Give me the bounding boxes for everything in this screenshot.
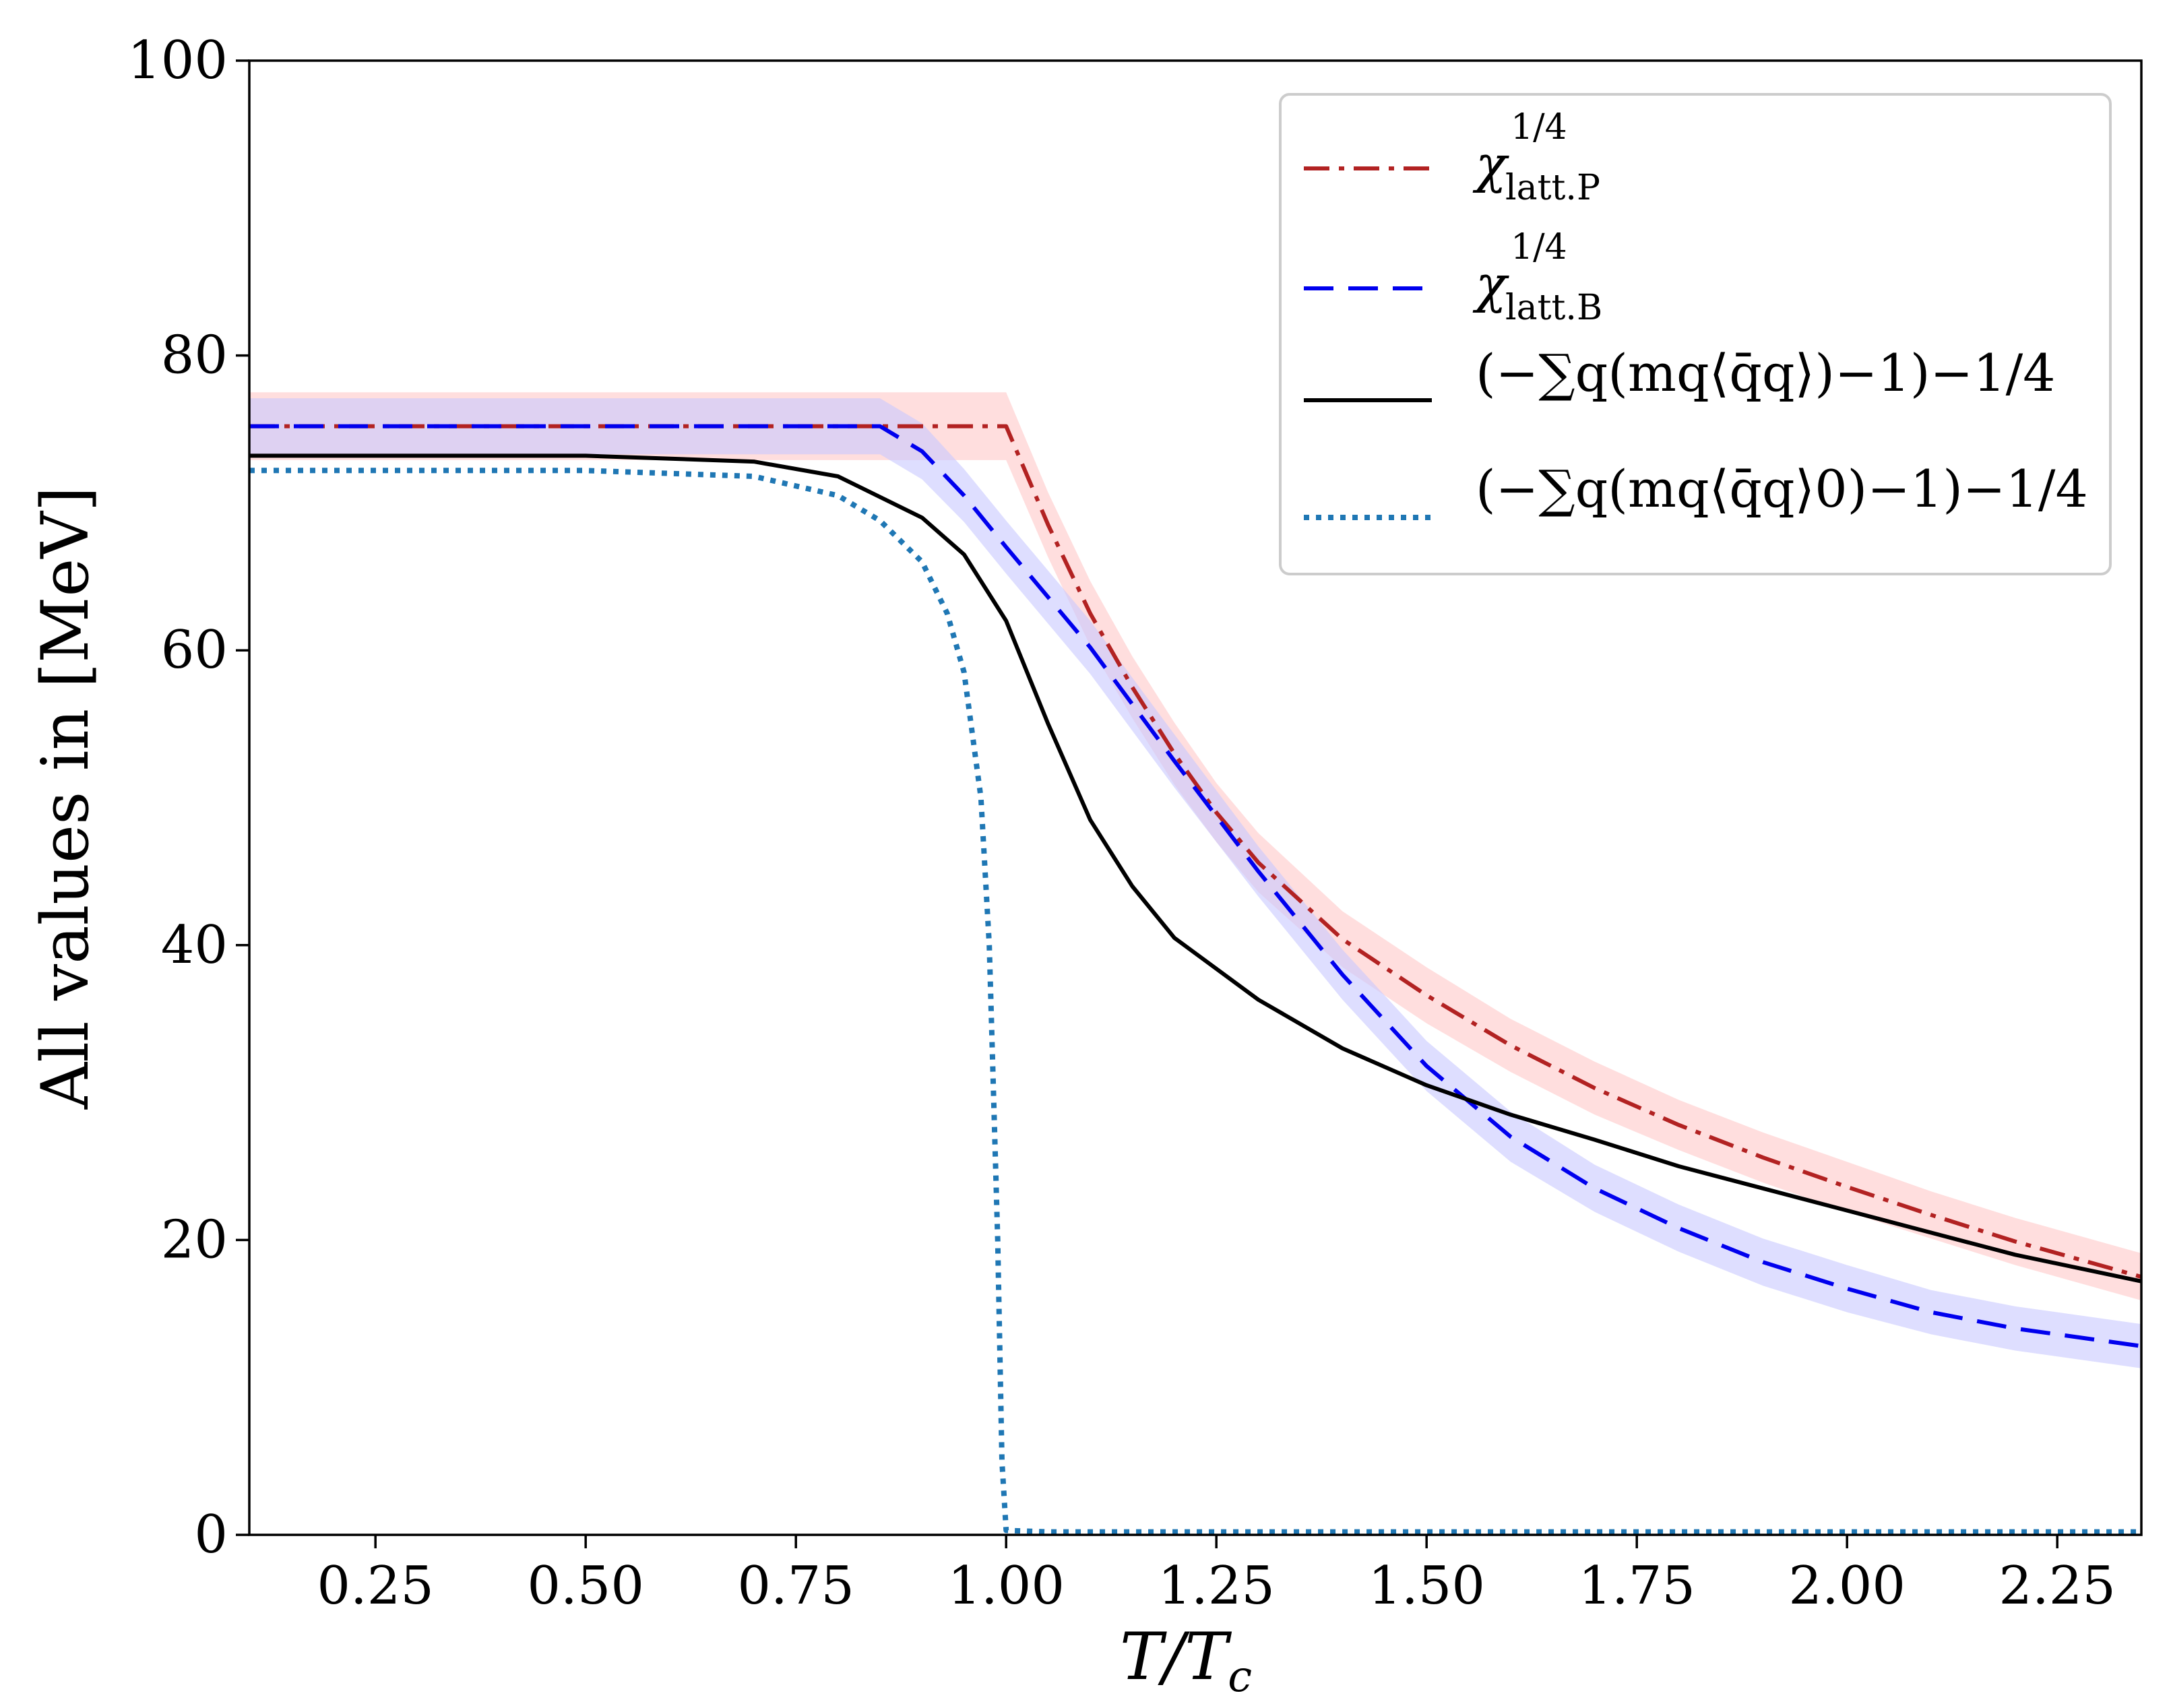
legend-label-chi-latt-b: χ1/4 latt.B (1472, 227, 1602, 328)
legend-label-chi-latt-p-sup: 1/4 (1511, 107, 1567, 148)
legend-box (1279, 93, 2112, 575)
x-tick-label: 0.25 (317, 1556, 434, 1616)
x-tick-label: 1.25 (1158, 1556, 1275, 1616)
series-line-3 (249, 468, 2141, 1535)
x-axis: 0.25 0.50 0.75 1.00 1.25 1.50 1.75 2.00 2.25 (317, 1535, 2116, 1616)
x-tick-label: 0.50 (527, 1556, 644, 1616)
uncertainty-band-series-0 (249, 392, 2141, 1301)
y-tick-label: 20 (161, 1209, 228, 1270)
series-line-1 (249, 424, 2141, 1348)
legend-entry-chi-latt-b: χ1/4 latt.B (1304, 227, 1602, 328)
y-tick-label: 0 (194, 1505, 228, 1565)
legend: χ1/4 latt.P χ1/4 latt.B (−∑q(mq⟨q̄q⟩)−1)−1… (1279, 93, 2112, 575)
y-tick-label: 40 (161, 915, 228, 976)
x-axis-title-main: T/T (1120, 1619, 1232, 1695)
x-tick-label: 2.25 (1999, 1556, 2116, 1616)
y-axis-title: All values in [MeV] (28, 486, 103, 1110)
x-tick-label: 2.00 (1788, 1556, 1906, 1616)
legend-label-chi-latt-p-sub: latt.P (1505, 168, 1600, 208)
legend-label-chi-latt-p: χ1/4 latt.P (1472, 107, 1600, 208)
x-tick-label: 1.75 (1578, 1556, 1695, 1616)
legend-entry-condensate: (−∑q(mq⟨q̄q⟩)−1)−1/4 (1304, 343, 2056, 403)
y-tick-label: 100 (127, 30, 228, 91)
series-lines (249, 424, 2141, 1535)
legend-label-condensate-0: (−∑q(mq⟨q̄q⟩0)−1)−1/4 (1476, 459, 2088, 519)
legend-label-chi-latt-b-sub: latt.B (1505, 288, 1602, 328)
y-axis: 0 20 40 60 80 100 (127, 30, 249, 1565)
series-line-0 (249, 424, 2141, 1279)
legend-entry-chi-latt-p: χ1/4 latt.P (1304, 107, 1600, 208)
legend-label-chi-latt-b-sup: 1/4 (1511, 227, 1567, 267)
y-tick-label: 80 (161, 325, 228, 386)
x-axis-title-sub: c (1228, 1652, 1252, 1702)
x-tick-label: 1.50 (1368, 1556, 1485, 1616)
plot-frame (248, 59, 2143, 1536)
x-tick-label: 1.00 (947, 1556, 1065, 1616)
y-tick-label: 60 (161, 620, 228, 681)
legend-entry-condensate-0: (−∑q(mq⟨q̄q⟩0)−1)−1/4 (1304, 459, 2088, 520)
x-axis-title: T/Tc (1120, 1619, 1252, 1702)
series-line-2 (249, 453, 2141, 1284)
uncertainty-bands (249, 392, 2141, 1368)
legend-label-chi-latt-p-main: χ (1472, 134, 1509, 194)
legend-label-chi-latt-b-main: χ (1472, 254, 1509, 314)
x-tick-label: 0.75 (737, 1556, 854, 1616)
legend-label-condensate: (−∑q(mq⟨q̄q⟩)−1)−1/4 (1476, 343, 2056, 403)
